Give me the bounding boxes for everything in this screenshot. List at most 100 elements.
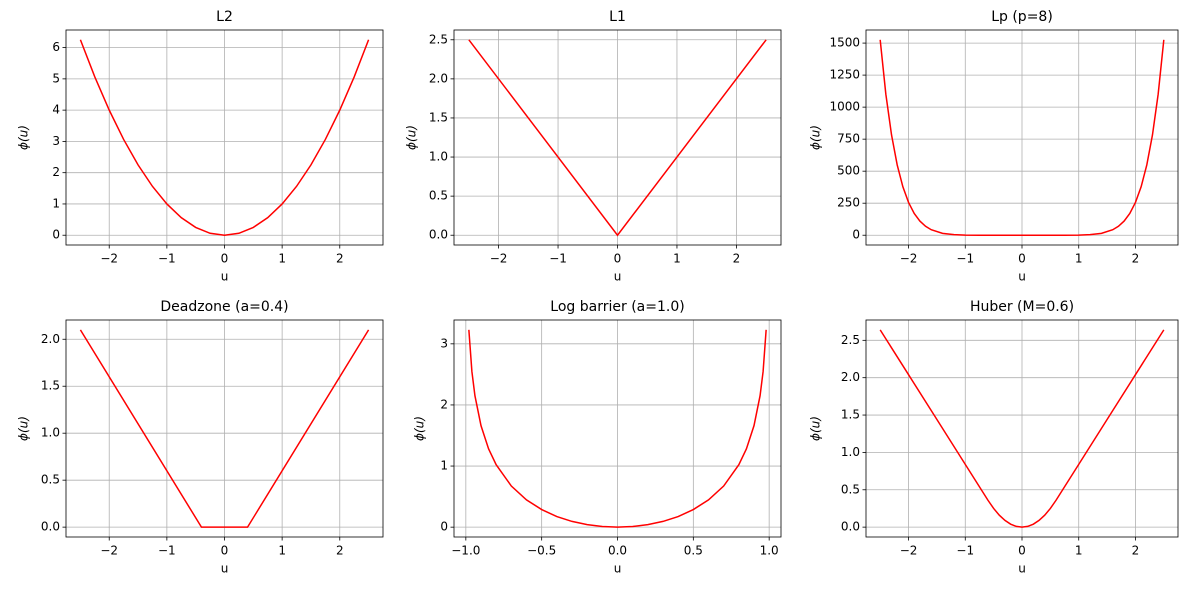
x-tick-label: −2 — [490, 252, 508, 266]
chart-title: Deadzone (a=0.4) — [160, 299, 288, 315]
data-line — [879, 329, 1165, 528]
x-axis-label: u — [614, 562, 622, 576]
plot-area — [79, 39, 370, 236]
x-tick-label: −2 — [100, 544, 118, 558]
x-tick-label: 0.5 — [684, 544, 703, 558]
y-axis-label: ϕ(u) — [17, 125, 31, 150]
subplot: −2 −1 0 1 2 0.0 0.5 1.0 1.5 2.0 Deadzone (a=0.4) u ϕ… — [17, 299, 384, 576]
x-tick-label: 2 — [733, 252, 741, 266]
subplot: −2 −1 0 1 2 0.0 0.5 1.0 1.5 2.0 2.5 L1 u ϕ(u) — [405, 9, 782, 284]
y-tick-label: 0 — [440, 520, 448, 534]
y-tick-label: 1.0 — [41, 426, 60, 440]
y-tick-label: 0.5 — [41, 473, 60, 487]
x-tick-label: −1 — [956, 252, 974, 266]
x-axis-label: u — [1018, 270, 1026, 284]
chart-title: Log barrier (a=1.0) — [550, 299, 684, 315]
chart-title: L1 — [609, 9, 626, 25]
y-axis-label: ϕ(u) — [405, 125, 419, 150]
subplot: −2 −1 0 1 2 0 250 500 750 1000 1250 1500 Lp (p=8) u ϕ(… — [809, 9, 1179, 284]
x-tick-label: −1 — [158, 544, 176, 558]
y-tick-label: 1 — [440, 459, 448, 473]
y-tick-label: 750 — [837, 132, 860, 146]
x-tick-label: 1 — [278, 252, 286, 266]
y-tick-label: 1.5 — [429, 110, 448, 124]
x-tick-label: 1 — [673, 252, 681, 266]
y-tick-label: 4 — [52, 103, 60, 117]
y-tick-label: 0.5 — [429, 189, 448, 203]
chart-title: Huber (M=0.6) — [970, 299, 1074, 315]
y-axis-label: ϕ(u) — [809, 125, 823, 150]
axes-frame — [65, 29, 384, 246]
axes-frame — [453, 319, 782, 538]
x-tick-label: 1.0 — [760, 544, 779, 558]
y-axis-label: ϕ(u) — [413, 416, 427, 441]
y-tick-label: 500 — [837, 164, 860, 178]
x-tick-label: 2 — [336, 252, 344, 266]
x-axis-label: u — [1018, 562, 1026, 576]
x-tick-label: 0 — [1018, 252, 1026, 266]
y-tick-label: 1.5 — [841, 408, 860, 422]
axes-frame — [865, 319, 1179, 538]
x-tick-label: −2 — [900, 544, 918, 558]
y-tick-label: 1000 — [829, 100, 860, 114]
x-tick-label: −2 — [900, 252, 918, 266]
y-tick-label: 5 — [52, 71, 60, 85]
y-tick-label: 1250 — [829, 68, 860, 82]
chart-title: Lp (p=8) — [991, 9, 1053, 25]
y-tick-label: 0.5 — [841, 482, 860, 496]
y-tick-label: 2 — [52, 165, 60, 179]
x-tick-label: −1 — [158, 252, 176, 266]
y-tick-label: 3 — [440, 336, 448, 350]
y-tick-label: 1.0 — [841, 445, 860, 459]
x-tick-label: −2 — [100, 252, 118, 266]
x-tick-label: 0 — [221, 544, 229, 558]
y-axis-label: ϕ(u) — [809, 416, 823, 441]
x-tick-label: −1.0 — [451, 544, 480, 558]
y-tick-label: 1.0 — [429, 150, 448, 164]
data-line — [468, 329, 767, 528]
x-tick-label: 0.0 — [608, 544, 627, 558]
x-tick-label: 2 — [336, 544, 344, 558]
x-tick-label: 1 — [1075, 544, 1083, 558]
subplot: −1.0 −0.5 0.0 0.5 1.0 0 1 2 3 Log barrier (a=1.0)… — [413, 299, 782, 576]
y-tick-label: 0.0 — [429, 228, 448, 242]
y-tick-label: 1.5 — [41, 379, 60, 393]
subplot: −2 −1 0 1 2 0.0 0.5 1.0 1.5 2.0 2.5 Huber (M=0.6) u ϕ… — [809, 299, 1179, 576]
plot-area — [468, 329, 767, 528]
x-tick-label: −1 — [956, 544, 974, 558]
x-tick-label: 2 — [1132, 252, 1140, 266]
plot-area — [879, 329, 1165, 528]
x-tick-label: −0.5 — [527, 544, 556, 558]
data-line — [79, 39, 370, 236]
y-tick-label: 0.0 — [41, 520, 60, 534]
subplot: −2 −1 0 1 2 0 1 2 3 4 5 6 L2 u ϕ(u) — [17, 9, 384, 284]
y-tick-label: 6 — [52, 40, 60, 54]
y-tick-label: 2 — [440, 397, 448, 411]
x-tick-label: 1 — [278, 544, 286, 558]
y-tick-label: 3 — [52, 134, 60, 148]
axes-frame — [865, 29, 1179, 246]
y-axis-label: ϕ(u) — [17, 416, 31, 441]
x-tick-label: −1 — [549, 252, 567, 266]
x-tick-label: 1 — [1075, 252, 1083, 266]
data-line — [879, 39, 1165, 236]
x-axis-label: u — [221, 562, 229, 576]
y-tick-label: 2.0 — [41, 332, 60, 346]
plot-area — [79, 329, 370, 528]
plot-area — [879, 39, 1165, 236]
y-tick-label: 0 — [852, 228, 860, 242]
x-tick-label: 2 — [1132, 544, 1140, 558]
y-tick-label: 0 — [52, 228, 60, 242]
data-line — [79, 329, 370, 528]
y-tick-label: 1 — [52, 196, 60, 210]
data-line — [468, 39, 767, 237]
y-tick-label: 2.5 — [841, 333, 860, 347]
chart-title: L2 — [216, 9, 233, 25]
plot-area — [468, 39, 767, 237]
x-tick-label: 0 — [614, 252, 622, 266]
y-tick-label: 1500 — [829, 36, 860, 50]
axes-frame — [453, 29, 782, 246]
x-tick-label: 0 — [221, 252, 229, 266]
y-tick-label: 2.0 — [841, 370, 860, 384]
